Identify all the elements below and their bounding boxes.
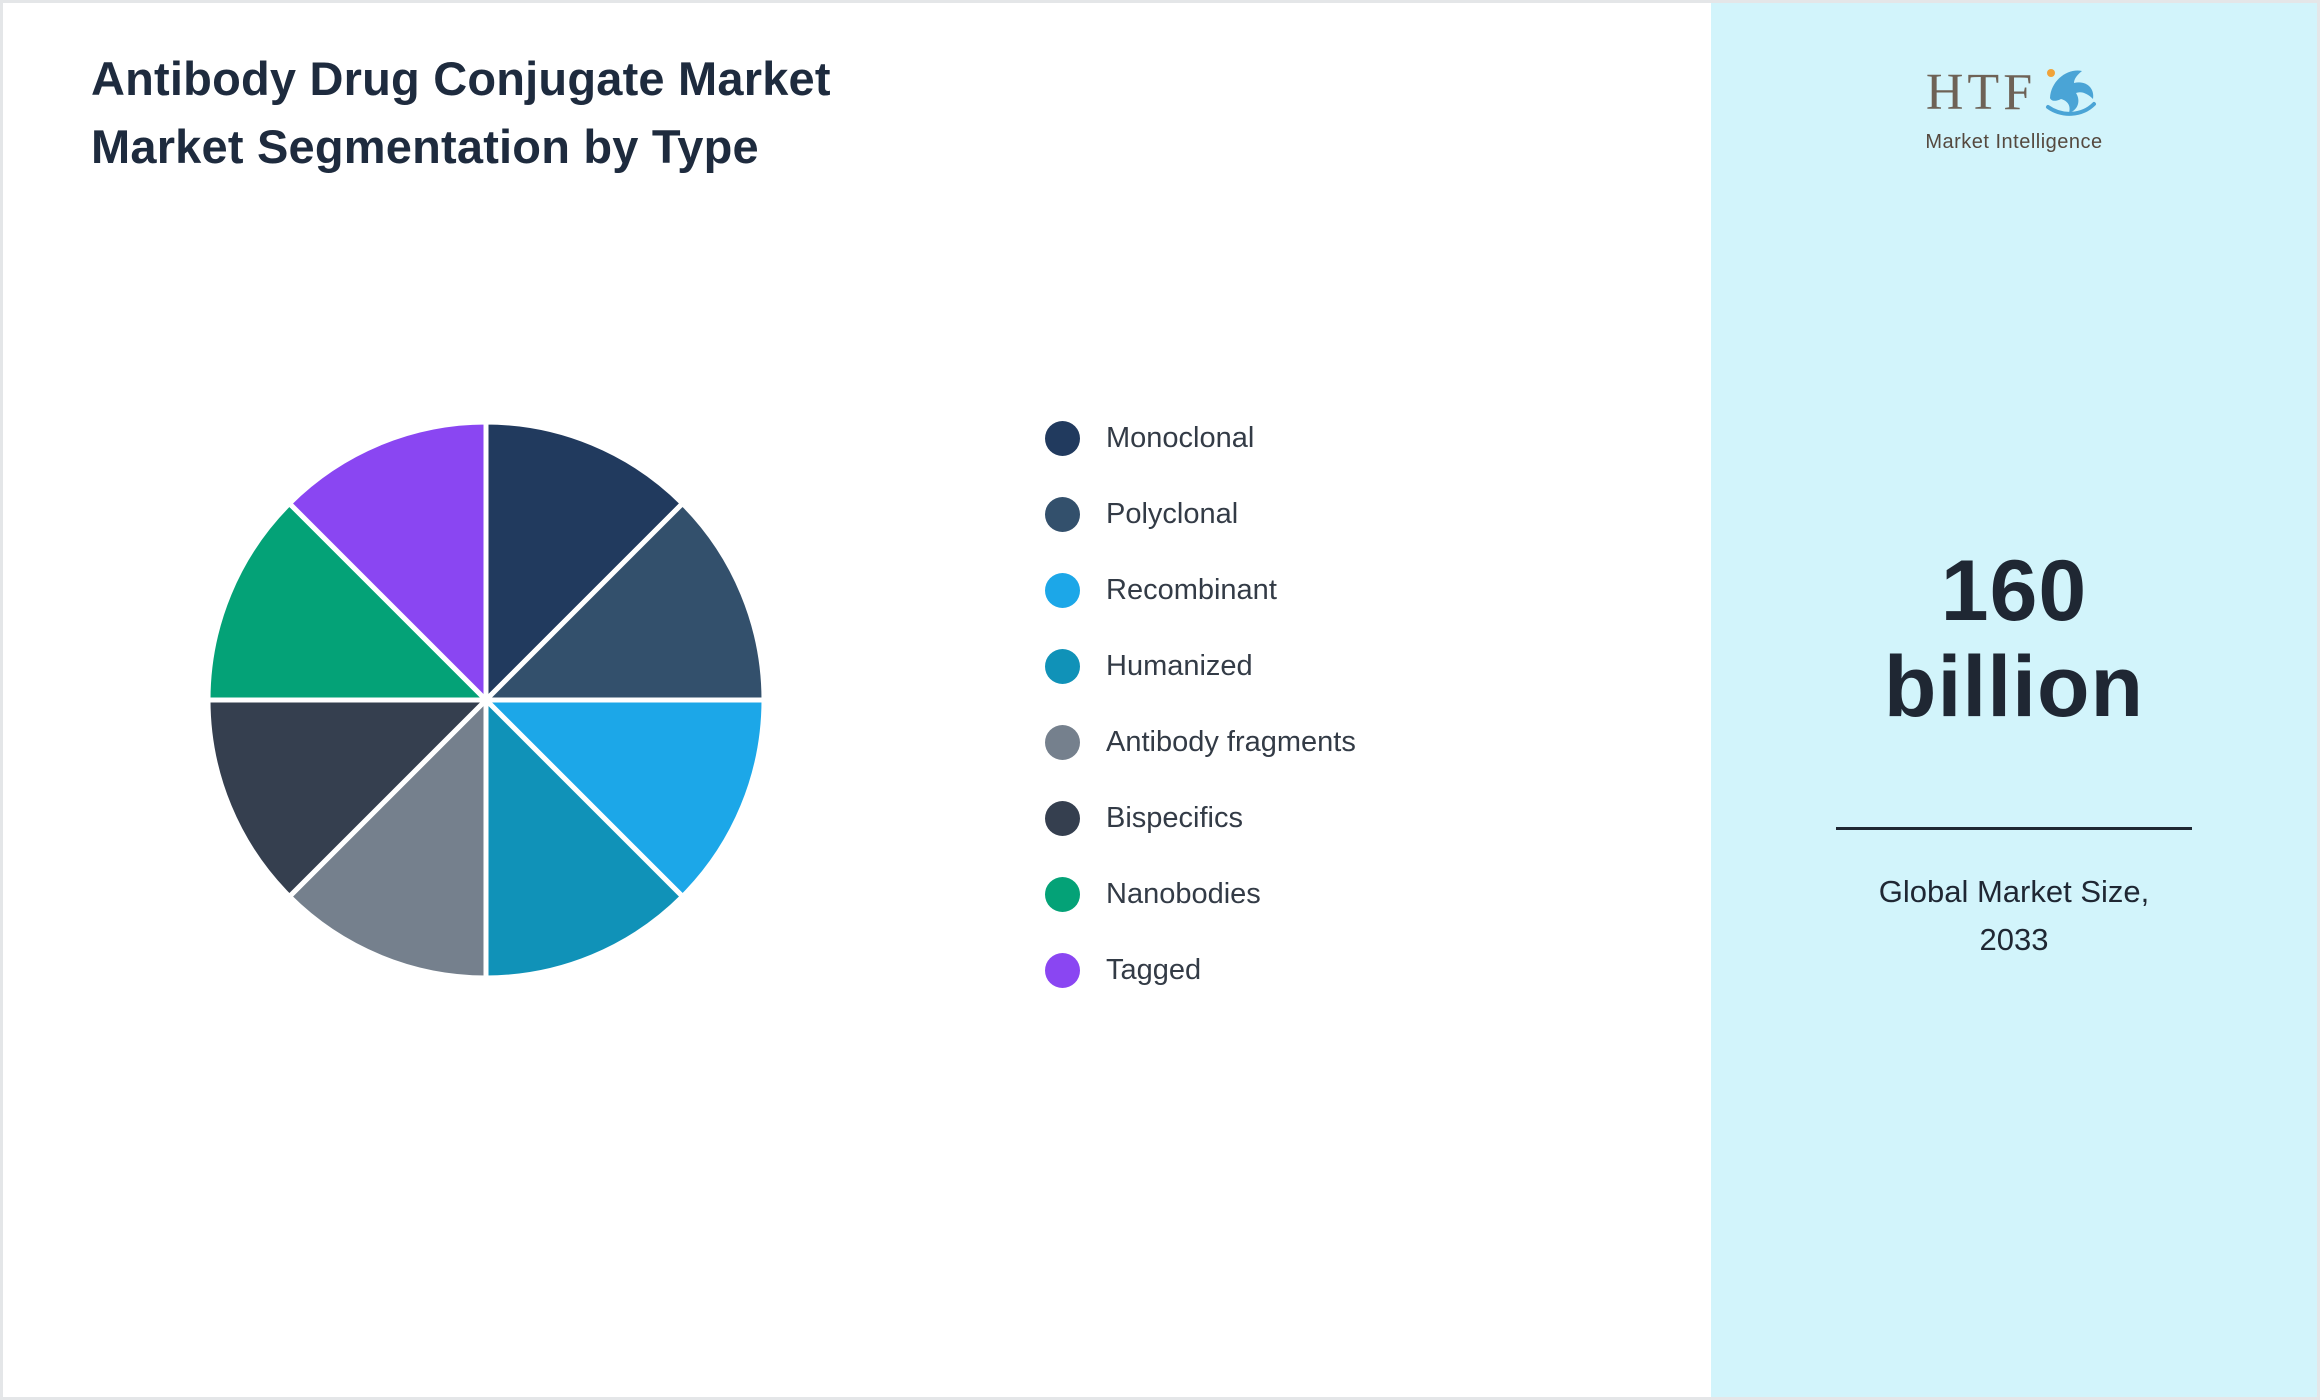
stat-caption: Global Market Size, 2033 bbox=[1711, 868, 2317, 964]
brand-logo: HTF Market Intelligence bbox=[1711, 58, 2317, 154]
legend-item-polyclonal: Polyclonal bbox=[1045, 493, 1356, 535]
stat-value-line-2: billion bbox=[1883, 639, 2145, 735]
legend-label: Recombinant bbox=[1106, 573, 1277, 606]
stat-divider bbox=[1836, 827, 2192, 830]
pie-slice-polyclonal bbox=[483, 500, 767, 703]
legend-item-tagged: Tagged bbox=[1045, 949, 1356, 991]
legend-item-recombinant: Recombinant bbox=[1045, 569, 1356, 611]
legend-swatch-icon bbox=[1045, 420, 1080, 456]
stat-caption-line-2: 2033 bbox=[1979, 922, 2049, 957]
logo-subtext: Market Intelligence bbox=[1925, 131, 2103, 153]
pie-slice-monoclonal bbox=[483, 419, 686, 703]
legend-label: Tagged bbox=[1106, 953, 1202, 986]
dolphin-logo-icon bbox=[2038, 58, 2102, 127]
legend-item-antibody-fragments: Antibody fragments bbox=[1045, 721, 1356, 763]
sidebar: HTF Market Intelligence 160 billion Glob… bbox=[1711, 3, 2317, 1397]
legend-label: Bispecifics bbox=[1106, 801, 1243, 834]
legend-label: Humanized bbox=[1106, 649, 1253, 682]
page-title-line-2: Market Segmentation by Type bbox=[91, 120, 759, 173]
stat-caption-line-1: Global Market Size, bbox=[1878, 874, 2150, 909]
logo-text: HTF bbox=[1925, 63, 2037, 121]
legend-label: Polyclonal bbox=[1106, 497, 1239, 530]
pie-chart bbox=[205, 419, 767, 981]
legend-swatch-icon bbox=[1045, 496, 1080, 532]
legend-swatch-icon bbox=[1045, 648, 1080, 684]
page-title: Antibody Drug Conjugate Market Market Se… bbox=[91, 45, 831, 181]
pie-slice-recombinant bbox=[483, 697, 767, 900]
legend-swatch-icon bbox=[1045, 952, 1080, 988]
legend-item-bispecifics: Bispecifics bbox=[1045, 797, 1356, 839]
legend-item-humanized: Humanized bbox=[1045, 645, 1356, 687]
market-size-stat: 160 billion Global Market Size, 2033 bbox=[1711, 543, 2317, 964]
stat-value-line-1: 160 bbox=[1940, 543, 2088, 639]
page-title-line-1: Antibody Drug Conjugate Market bbox=[91, 52, 831, 105]
legend-swatch-icon bbox=[1045, 572, 1080, 608]
legend-label: Antibody fragments bbox=[1106, 725, 1356, 758]
legend-swatch-icon bbox=[1045, 800, 1080, 836]
legend-label: Nanobodies bbox=[1106, 877, 1261, 910]
pie-slice-bispecifics bbox=[205, 697, 489, 900]
legend-item-monoclonal: Monoclonal bbox=[1045, 417, 1356, 459]
legend-label: Monoclonal bbox=[1106, 421, 1255, 454]
pie-slice-antibody-fragments bbox=[286, 697, 489, 981]
legend-swatch-icon bbox=[1045, 724, 1080, 760]
legend-swatch-icon bbox=[1045, 876, 1080, 912]
pie-slice-humanized bbox=[483, 697, 686, 981]
pie-slice-nanobodies bbox=[205, 500, 489, 703]
legend-item-nanobodies: Nanobodies bbox=[1045, 873, 1356, 915]
legend: Monoclonal Polyclonal Recombinant Humanized… bbox=[1045, 417, 1356, 991]
pie-slice-tagged bbox=[286, 419, 489, 703]
